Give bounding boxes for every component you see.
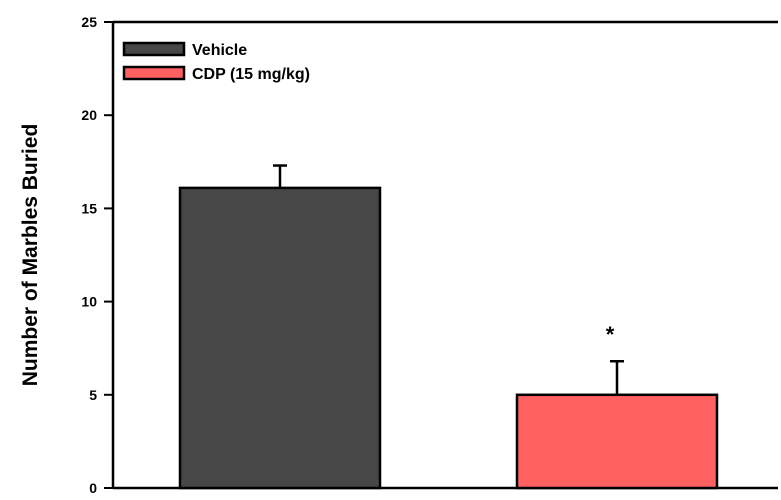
legend-swatch [122,65,186,81]
bar-cdp [515,393,719,490]
bar-vehicle [178,186,382,490]
y-tick-label: 5 [89,387,97,403]
y-axis-title: Number of Marbles Buried [19,124,42,387]
y-tick-label: 15 [81,200,97,216]
y-tick-label: 10 [81,294,97,310]
y-tick-label: 25 [81,14,97,30]
legend-label: Vehicle [192,42,247,59]
y-tick-label: 0 [89,480,97,495]
legend-label: CDP (15 mg/kg) [192,66,310,83]
y-tick-label: 20 [81,107,97,123]
significance-marker: * [606,322,615,347]
legend-swatch [122,41,186,57]
